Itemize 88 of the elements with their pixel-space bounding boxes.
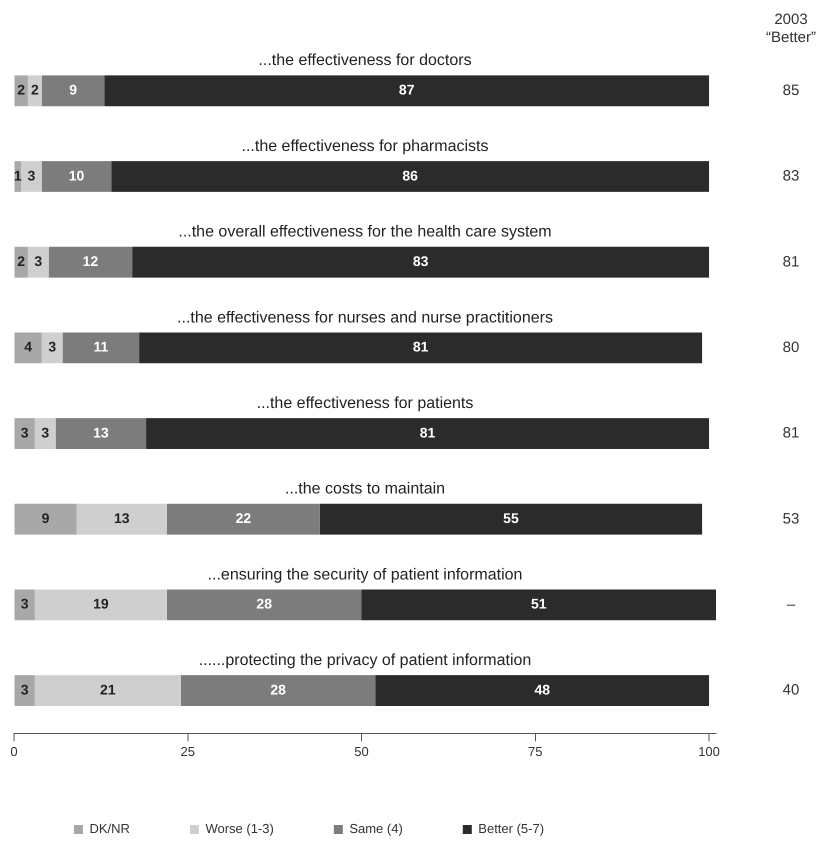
bar [132, 246, 710, 278]
bar [166, 504, 320, 535]
y-tick-label: ...the overall effectiveness for the health care system [178, 224, 552, 241]
data-label: 3 [48, 338, 56, 355]
data-label: 3 [34, 253, 42, 270]
bar [14, 418, 35, 449]
data-label: 13 [114, 510, 130, 526]
data-label: 21 [100, 681, 116, 698]
bar [14, 504, 77, 535]
x-tick-label: 100 [698, 744, 720, 759]
text: 80 [782, 339, 800, 356]
x-tick-label: 75 [528, 744, 543, 759]
bar [34, 418, 56, 449]
y-tick-label: ...ensuring the security of patient information [208, 566, 522, 584]
bar [28, 75, 42, 106]
bar [62, 332, 140, 364]
bar [166, 589, 362, 620]
data-label: 2 [30, 82, 39, 98]
bar [14, 675, 35, 706]
data-label: 3 [20, 596, 29, 612]
data-label: 86 [402, 167, 418, 184]
x-tick-label: 50 [354, 744, 369, 759]
bar [146, 418, 710, 449]
data-label: 3 [27, 167, 36, 184]
text: – [786, 596, 796, 614]
bar [111, 161, 710, 192]
data-label: 9 [69, 82, 78, 98]
data-label: 3 [41, 424, 50, 440]
data-label: 51 [530, 596, 547, 612]
bar [20, 161, 42, 192]
data-label: 11 [93, 338, 108, 355]
data-label: 3 [20, 681, 29, 698]
bar [42, 75, 104, 106]
bar [14, 589, 35, 620]
data-label: 81 [412, 338, 429, 355]
bar [375, 675, 710, 706]
legend-label: DK/NR [90, 821, 130, 836]
data-label: 2 [17, 253, 26, 270]
bar [42, 161, 112, 192]
data-label: 19 [93, 596, 109, 612]
bar [104, 75, 710, 106]
data-label: 3 [20, 424, 29, 440]
data-label: 83 [412, 253, 429, 270]
data-label: 1 [14, 167, 22, 184]
bar [362, 589, 716, 620]
data-label: 55 [503, 510, 519, 526]
legend-label: Better (5-7) [478, 821, 544, 836]
data-label: 28 [256, 596, 272, 612]
text: 85 [782, 82, 800, 99]
x-tick-label: 0 [10, 744, 18, 759]
bar [34, 675, 181, 706]
data-label: 87 [398, 82, 415, 98]
bar [56, 418, 146, 449]
data-label: 2 [17, 82, 26, 98]
bar [48, 246, 132, 278]
data-label: 48 [534, 681, 550, 698]
text: 81 [782, 424, 800, 442]
bar [42, 332, 63, 364]
data-label: 9 [42, 510, 50, 526]
text: 83 [782, 168, 800, 185]
bar [320, 504, 702, 535]
legend-label: Worse (1-3) [205, 821, 274, 836]
y-tick-label: ...the effectiveness for pharmacists [242, 138, 488, 155]
data-label: 28 [270, 681, 286, 698]
bar [180, 675, 376, 706]
y-tick-label: ...the effectiveness for nurses and nurse practitioners [177, 309, 553, 326]
data-label: 10 [68, 167, 85, 184]
data-label: 81 [420, 424, 436, 440]
text: 81 [782, 253, 800, 270]
legend-label: Same (4) [349, 821, 403, 836]
text: 2003 “Better” [766, 11, 816, 46]
bar [14, 332, 42, 364]
bar [34, 589, 167, 620]
data-label: 13 [93, 424, 109, 440]
bar [28, 246, 49, 278]
data-label: 12 [82, 253, 98, 270]
y-tick-label: ......protecting the privacy of patient information [198, 652, 532, 669]
x-tick-label: 25 [180, 744, 195, 759]
y-tick-label: ...the effectiveness for doctors [258, 52, 472, 70]
text: 40 [782, 682, 800, 699]
y-tick-label: ...the costs to maintain [284, 480, 446, 498]
bar [139, 332, 702, 364]
data-label: 4 [24, 338, 32, 355]
bar [76, 504, 167, 535]
text: 53 [782, 510, 800, 528]
data-label: 22 [236, 510, 252, 526]
bar [14, 75, 28, 106]
y-tick-label: ...the effectiveness for patients [256, 394, 474, 412]
